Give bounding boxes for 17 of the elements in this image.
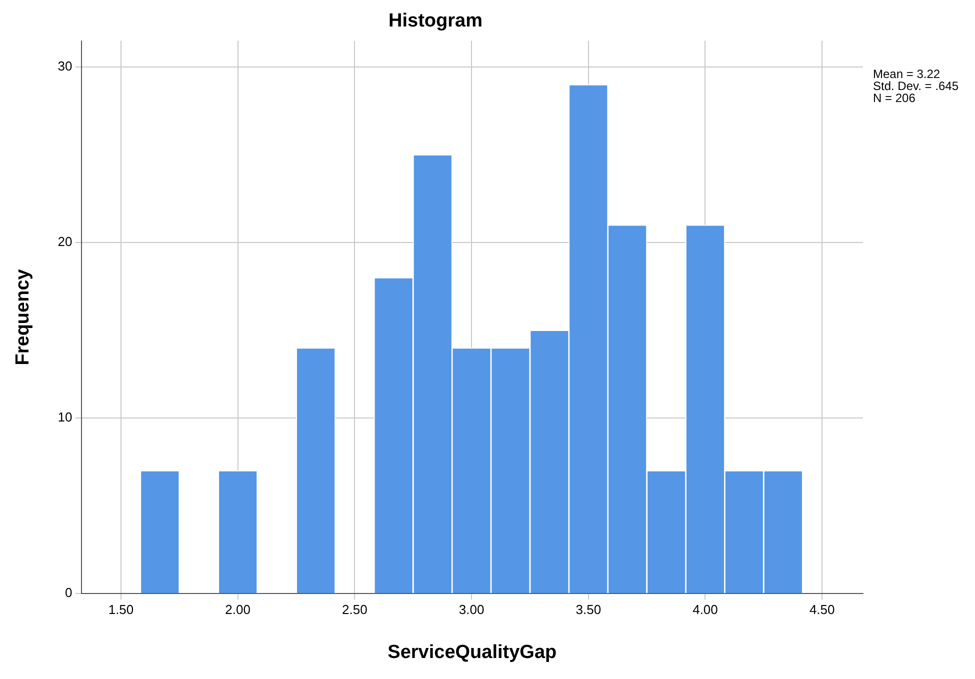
x-tick-label: 3.50 (576, 602, 602, 617)
y-tick-label: 10 (58, 410, 72, 425)
x-tick-label: 4.50 (809, 602, 835, 617)
text: N = 206 (873, 91, 916, 106)
x-tick-label: 2.00 (225, 602, 250, 617)
x-tick-label: 2.50 (342, 602, 368, 617)
chart-title: Histogram (388, 10, 482, 32)
text: Std. Dev. = .645 (873, 79, 959, 94)
y-tick-label: 0 (65, 585, 72, 600)
x-axis-title: ServiceQualityGap (388, 642, 557, 663)
x-tick-label: 4.00 (692, 602, 718, 617)
y-tick-label: 20 (58, 234, 72, 250)
x-tick-label: 3.00 (458, 602, 484, 617)
x-tick-label: 1.50 (108, 602, 134, 617)
text: Mean = 3.22 (873, 67, 940, 82)
y-tick-label: 30 (58, 58, 72, 74)
y-axis-title: Frequency (12, 268, 34, 366)
